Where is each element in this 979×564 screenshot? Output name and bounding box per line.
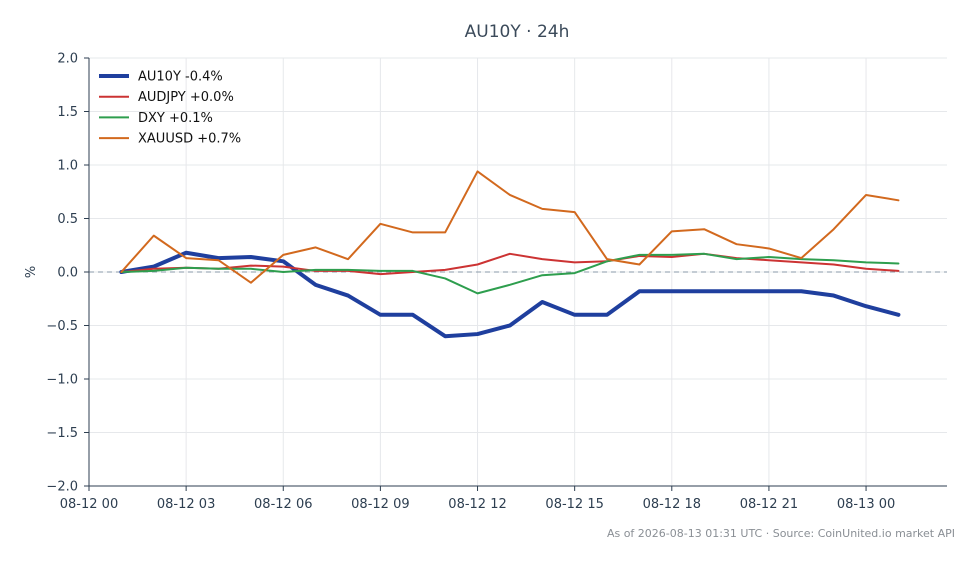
chart-title: AU10Y · 24h	[465, 22, 570, 42]
series-line-3	[120, 170, 900, 284]
y-tick-label-5: −0.5	[46, 319, 78, 334]
x-tick-label-7: 08-12 21	[740, 497, 798, 512]
x-tick-label-2: 08-12 06	[254, 497, 312, 512]
x-ticks: 08-12 00 08-12 03 08-12 06 08-12 09 08-12 12…	[60, 486, 895, 512]
legend-label-3: XAUUSD +0.7%	[138, 132, 241, 147]
series-line-1	[120, 252, 900, 276]
x-tick-label-4: 08-12 12	[448, 497, 506, 512]
x-tick-label-6: 08-12 18	[643, 497, 701, 512]
legend: AU10Y -0.4% AUDJPY +0.0% DXY +0.1% XAUUSD +…	[99, 70, 241, 147]
x-tick-label-5: 08-12 15	[545, 497, 603, 512]
x-tick-label-1: 08-12 03	[157, 497, 215, 512]
y-tick-label-3: 0.5	[57, 212, 78, 227]
y-tick-label-7: −1.5	[46, 426, 78, 441]
series-line-0	[119, 250, 901, 339]
legend-label-1: AUDJPY +0.0%	[138, 90, 234, 105]
x-tick-label-8: 08-13 00	[837, 497, 895, 512]
y-tick-label-4: 0.0	[57, 266, 78, 281]
y-tick-label-6: −1.0	[46, 373, 78, 388]
y-tick-label-8: −2.0	[46, 480, 78, 495]
x-tick-label-3: 08-12 09	[351, 497, 409, 512]
y-tick-label-2: 1.0	[57, 159, 78, 174]
series-line-2	[120, 252, 900, 295]
y-tick-label-1: 1.5	[57, 105, 78, 120]
legend-label-2: DXY +0.1%	[138, 111, 213, 126]
y-axis-label: %	[24, 266, 39, 278]
series-lines	[119, 170, 901, 339]
x-tick-label-0: 08-12 00	[60, 497, 118, 512]
legend-label-0: AU10Y -0.4%	[138, 70, 223, 85]
footer-note: As of 2026-08-13 01:31 UTC · Source: Coi…	[607, 527, 955, 540]
y-tick-label-0: 2.0	[57, 52, 78, 67]
y-ticks: 2.0 1.5 1.0 0.5 0.0 −0.5 −1.0 −1.5 −2.0	[46, 52, 89, 495]
